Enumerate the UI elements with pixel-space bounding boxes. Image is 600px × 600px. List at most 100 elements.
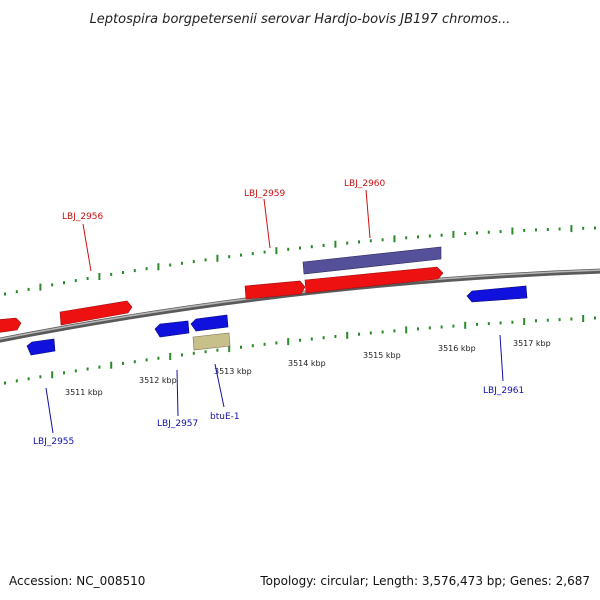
gene-label-reverse: btuE-1 [210,412,240,422]
gene-label-forward: LBJ_2960 [344,179,386,189]
minor-tick [310,337,313,341]
minor-tick [499,230,502,234]
minor-tick [27,377,30,381]
major-tick [51,371,54,379]
minor-tick [358,240,360,244]
minor-tick [358,332,360,336]
minor-tick [63,371,65,375]
chromosome-backbone-highlight [0,269,600,340]
operon-feature [302,246,442,275]
minor-tick [251,252,254,256]
minor-tick [594,316,596,320]
minor-tick [487,230,490,234]
minor-tick [299,246,301,250]
gene-label-leader [45,387,54,434]
minor-tick [405,236,408,240]
minor-tick [369,331,372,335]
outer-tick-ring [4,225,596,296]
minor-tick [110,272,113,276]
gene-label-leader [214,363,225,408]
minor-tick [169,263,172,267]
major-tick [511,227,514,235]
scale-label: 3516 kbp [438,344,476,353]
forward-gene-arrow [244,280,306,300]
minor-tick [322,243,325,247]
major-tick [275,247,278,255]
forward-gene-arrow [304,266,444,294]
major-tick [582,315,585,322]
reverse-gene-arrow [190,314,229,332]
minor-tick [122,361,124,365]
minor-tick [240,253,242,257]
minor-tick [570,317,573,321]
gene-label-leader [365,189,371,239]
minor-tick [594,226,596,230]
minor-tick [133,269,136,273]
minor-tick [263,250,266,254]
minor-tick [15,290,18,294]
minor-tick [440,233,443,237]
minor-tick [535,319,537,323]
gene-label-leader [499,334,504,382]
minor-tick [582,226,585,230]
minor-tick [299,338,301,342]
major-tick [110,361,113,369]
minor-tick [546,228,549,231]
minor-tick [369,239,372,243]
minor-tick [440,325,443,329]
minor-tick [4,292,6,296]
minor-tick [192,351,195,355]
minor-tick [204,258,207,262]
scale-label: 3514 kbp [288,359,326,368]
scale-label: 3512 kbp [139,376,177,385]
major-tick [464,321,467,329]
reverse-gene-arrow [154,320,190,338]
minor-tick [122,271,124,274]
major-tick [523,318,526,325]
minor-tick [15,379,18,383]
minor-tick [558,318,561,322]
reverse-gene-arrow [466,285,528,303]
minor-tick [346,241,349,245]
gene-label-leader [176,369,179,417]
major-tick [157,263,160,271]
scale-label: 3513 kbp [214,367,252,376]
minor-tick [145,358,148,362]
genome-summary-text: Topology: circular; Length: 3,576,473 bp… [260,574,590,588]
minor-tick [381,330,384,334]
minor-tick [275,341,278,345]
scale-label: 3511 kbp [65,388,103,397]
minor-tick [381,238,384,242]
minor-tick [157,356,160,360]
minor-tick [51,283,54,287]
major-tick [216,254,219,262]
major-tick [98,273,101,280]
minor-tick [98,365,101,369]
minor-tick [27,287,30,291]
major-tick [228,345,231,353]
minor-tick [216,348,219,352]
map-title: Leptospira borgpetersenii serovar Hardjo… [90,12,511,27]
minor-tick [145,267,148,271]
minor-tick [240,345,242,349]
minor-tick [181,261,183,265]
minor-tick [74,369,77,373]
minor-tick [546,318,549,322]
major-tick [346,331,349,339]
major-tick [393,235,396,243]
inner-tick-ring [4,315,596,385]
minor-tick [181,353,183,357]
minor-tick [428,234,431,238]
forward-gene-arrow [0,317,22,333]
minor-tick [310,245,313,249]
minor-tick [511,320,514,324]
minor-tick [204,350,207,354]
minor-tick [86,277,89,280]
minor-tick [4,381,6,385]
gene-label-reverse: LBJ_2955 [33,437,74,447]
minor-tick [476,322,478,326]
minor-tick [192,260,195,264]
accession-text: Accession: NC_008510 [9,574,146,588]
minor-tick [228,255,231,259]
minor-tick [63,281,65,285]
